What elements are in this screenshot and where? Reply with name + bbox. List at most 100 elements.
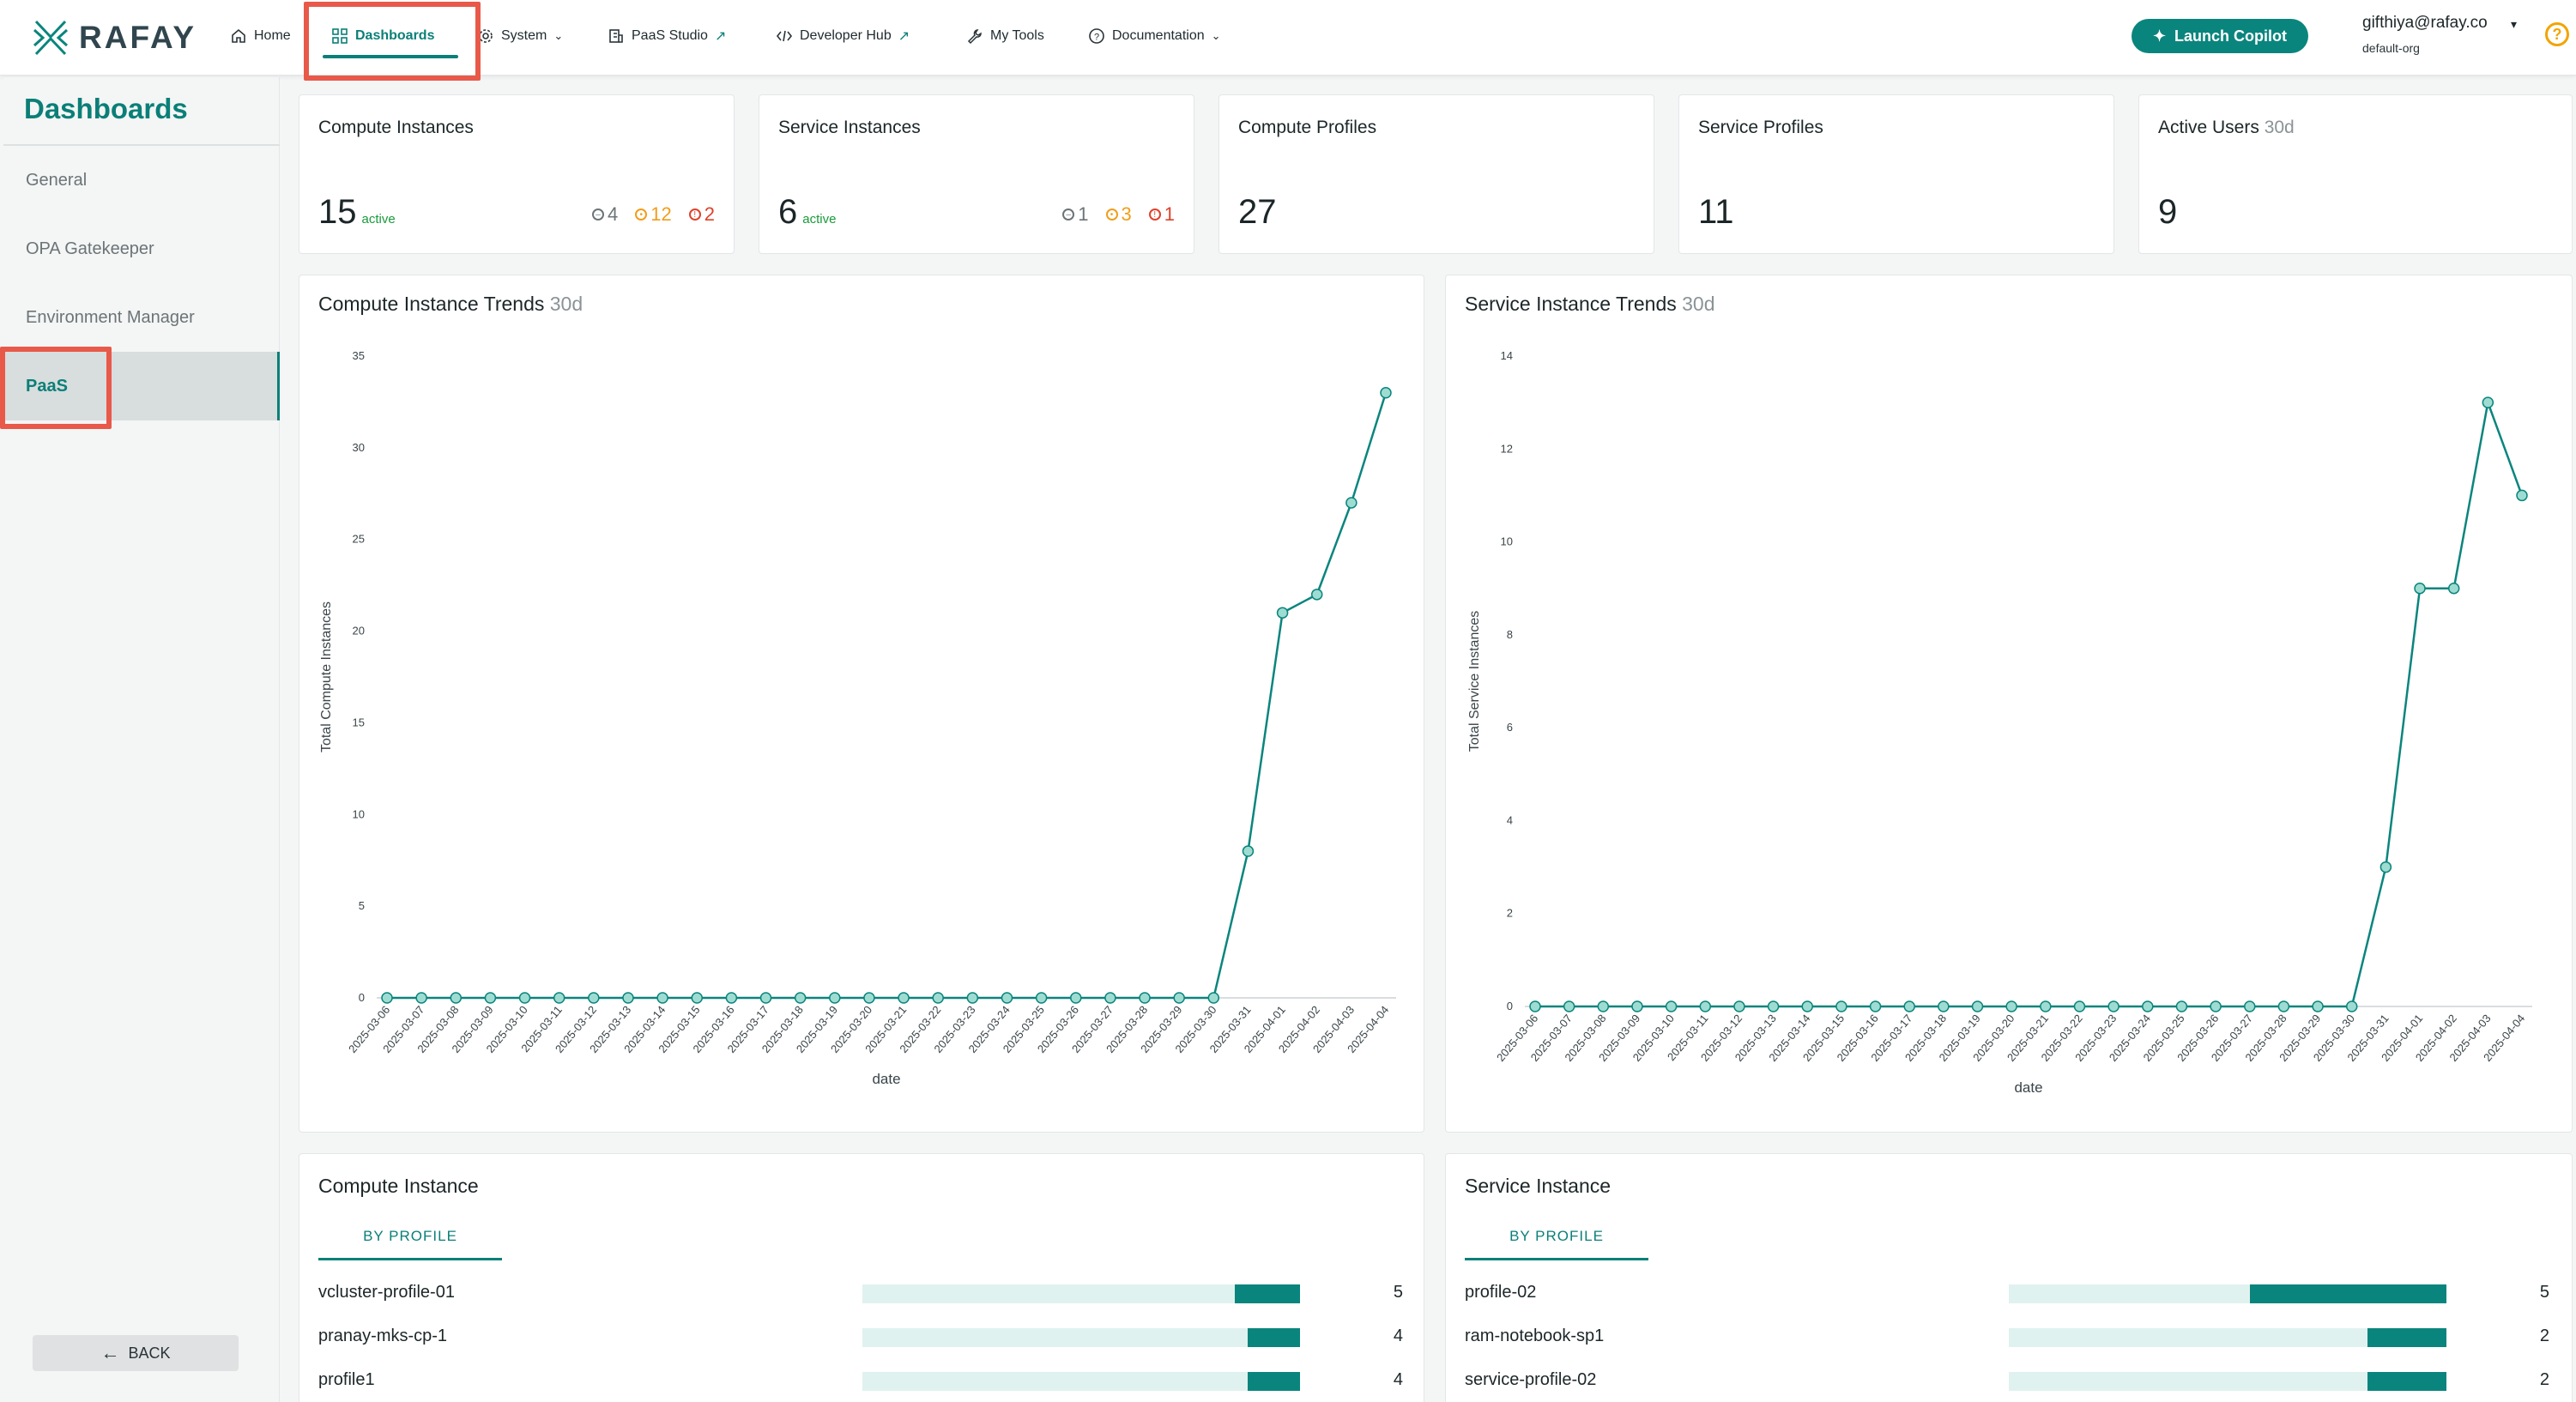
profile-label: pranay-mks-cp-1: [318, 1326, 448, 1345]
sidebar-item-general[interactable]: General: [26, 170, 88, 190]
sidebar-item-opa-gatekeeper[interactable]: OPA Gatekeeper: [26, 239, 154, 258]
active-label: active: [802, 212, 837, 227]
caret-down-icon[interactable]: ▾: [2511, 17, 2518, 31]
data-point: [2312, 1000, 2324, 1012]
logo-text: RAFAY: [79, 20, 197, 55]
tab-by-profile[interactable]: BY PROFILE: [318, 1214, 502, 1260]
count-failed: ! 2: [688, 203, 715, 226]
chart-title: Service Instance Trends 30d: [1465, 293, 1715, 316]
pending-icon: •: [1105, 208, 1118, 221]
series-line: [1535, 398, 2524, 1008]
y-tick-label: 20: [353, 625, 365, 638]
data-point: [1035, 992, 1048, 1004]
y-tick-label: 14: [1501, 349, 1513, 362]
panel-title: Service Instance: [1465, 1175, 1612, 1197]
stat-value: 27: [1238, 193, 1277, 231]
data-point: [1529, 1000, 1541, 1012]
data-point: [2516, 489, 2528, 502]
profile-label: ram-notebook-sp1: [1465, 1326, 1605, 1345]
data-point: [2040, 1000, 2052, 1012]
launch-copilot-button[interactable]: ✦ Launch Copilot: [2132, 19, 2308, 53]
help-icon[interactable]: ?: [2545, 22, 2569, 46]
data-point: [2107, 1000, 2119, 1012]
nav-paas-studio[interactable]: PaaS Studio ↗: [608, 0, 726, 72]
data-point: [622, 992, 634, 1004]
data-point: [829, 992, 841, 1004]
stat-title: Compute Profiles: [1238, 118, 1377, 137]
rafay-logo-icon: [33, 20, 69, 56]
code-icon: [776, 30, 793, 42]
profile-label: vcluster-profile-01: [318, 1283, 455, 1302]
user-email[interactable]: gifthiya@rafay.co: [2362, 14, 2488, 32]
y-tick-label: 2: [1507, 907, 1513, 920]
error-icon: !: [1148, 208, 1161, 221]
sidebar-item-environment-manager[interactable]: Environment Manager: [26, 307, 195, 327]
nav-dashboards[interactable]: Dashboards: [331, 0, 434, 72]
active-nav-indicator: [323, 55, 458, 58]
count-in-progress: • 12: [635, 203, 672, 226]
profile-bar-track: [862, 1284, 1300, 1303]
stat-number: 15: [318, 193, 357, 231]
data-point: [656, 992, 668, 1004]
count-value: 4: [608, 203, 619, 225]
data-point: [2244, 1000, 2256, 1012]
count-stopped: –4: [592, 203, 618, 226]
chart-title: Compute Instance Trends 30d: [318, 293, 583, 316]
back-button[interactable]: ← BACK: [33, 1335, 239, 1371]
launch-copilot-label: Launch Copilot: [2174, 27, 2288, 45]
rafay-logo[interactable]: RAFAY: [31, 15, 197, 60]
data-point: [518, 992, 531, 1004]
y-tick-label: 15: [353, 716, 365, 728]
data-point: [863, 992, 875, 1004]
service-trend-card: Service Instance Trends 30d 0 2 4 6 8 10 12 14 T…: [1445, 275, 2573, 1133]
nav-system-label: System: [501, 28, 547, 43]
series-line: [387, 392, 1388, 1000]
y-tick-label: 0: [1507, 1000, 1513, 1012]
sidebar-title: Dashboards: [24, 93, 188, 124]
nav-developer-hub[interactable]: Developer Hub ↗: [776, 0, 910, 72]
y-tick-label: 25: [353, 533, 365, 546]
data-point: [1001, 992, 1013, 1004]
service-instance-panel: Service Instance BY PROFILE profile-02 5 r…: [1445, 1153, 2573, 1402]
stat-card-service-profiles: Service Profiles 11: [1678, 94, 2114, 254]
chart-period: 30d: [1682, 293, 1715, 315]
profile-bar-track: [2009, 1372, 2446, 1391]
stat-title: Service Profiles: [1698, 118, 1823, 137]
sidebar: Dashboards General OPA Gatekeeper Enviro…: [3, 77, 280, 1402]
stat-subtitle: 30d: [2264, 118, 2295, 137]
data-point: [691, 992, 703, 1004]
status-counts: –1 • 3 ! 1: [1062, 203, 1175, 226]
nav-my-tools[interactable]: My Tools: [966, 0, 1044, 72]
compute-trend-card: Compute Instance Trends 30d 0 5 10 15 20 25 30…: [299, 275, 1424, 1133]
stat-title: Service Instances: [778, 118, 921, 137]
profile-label: profile-02: [1465, 1283, 1537, 1302]
data-point: [2005, 1000, 2017, 1012]
data-point: [2414, 582, 2426, 595]
data-point: [898, 992, 910, 1004]
profile-count: 5: [2539, 1283, 2549, 1302]
nav-documentation[interactable]: ? Documentation ⌄: [1088, 0, 1221, 72]
dashboard-grid-icon: [332, 28, 348, 44]
data-point: [1345, 497, 1358, 509]
y-tick-label: 8: [1507, 628, 1513, 641]
data-point: [2447, 582, 2460, 595]
data-point: [450, 992, 463, 1004]
nav-system[interactable]: System ⌄: [477, 0, 563, 72]
wrench-icon: [967, 29, 982, 45]
nav-home[interactable]: Home: [230, 0, 291, 72]
profile-label: profile1: [318, 1370, 375, 1389]
error-icon: !: [688, 208, 701, 221]
profile-bar-fill: [1234, 1284, 1300, 1303]
nav-home-label: Home: [254, 28, 291, 43]
count-value: 2: [704, 203, 715, 225]
data-point: [1971, 1000, 1984, 1012]
sidebar-item-paas[interactable]: PaaS: [3, 352, 280, 420]
profile-bar-track: [2009, 1284, 2446, 1303]
top-bar: RAFAY Home Dashboards System ⌄ PaaS Stud…: [0, 0, 2576, 76]
nav-dashboards-label: Dashboards: [355, 28, 435, 43]
tab-by-profile[interactable]: BY PROFILE: [1465, 1214, 1648, 1260]
panel-title: Compute Instance: [318, 1175, 479, 1197]
data-point: [381, 992, 393, 1004]
arrow-left-icon: ←: [100, 1342, 120, 1363]
profile-bar-fill: [2249, 1284, 2446, 1303]
